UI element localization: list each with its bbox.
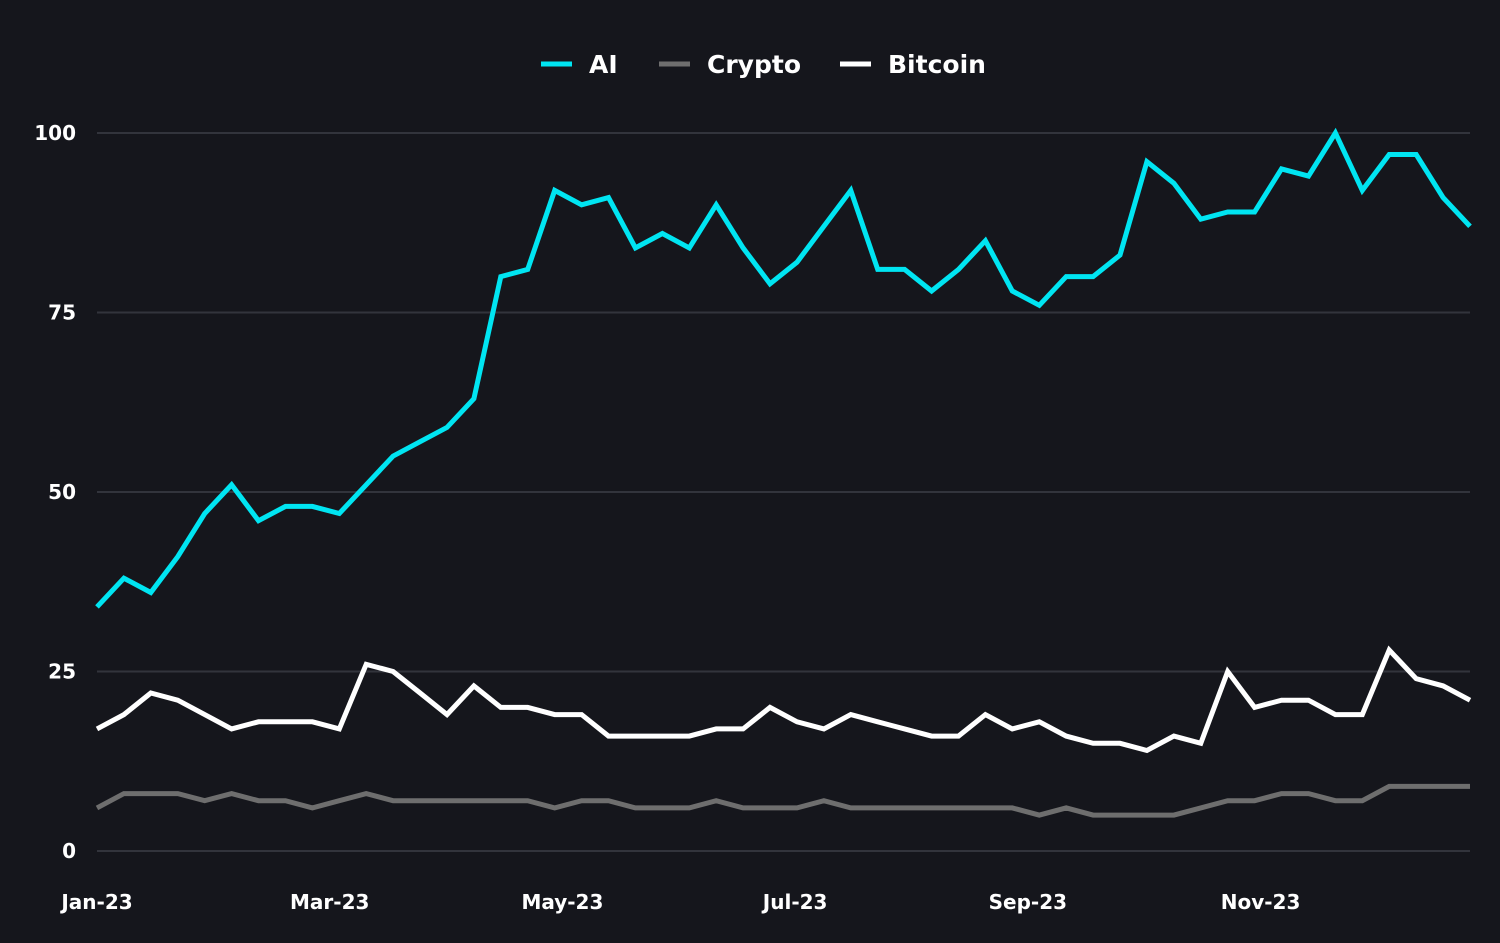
y-axis: 0 25 50 75 100 (34, 121, 76, 863)
legend-label: Crypto (707, 50, 801, 79)
y-tick-label: 0 (62, 839, 76, 863)
series-line-ai (95, 127, 1472, 609)
x-tick-label: Nov-23 (1221, 890, 1301, 914)
legend-label: AI (589, 50, 618, 79)
x-axis: Jan-23 Mar-23 May-23 Jul-23 Sep-23 Nov-23 (59, 890, 1300, 914)
grid (97, 132, 1470, 852)
legend-item-bitcoin[interactable]: Bitcoin (840, 50, 986, 79)
y-tick-label: 75 (48, 301, 76, 325)
series-line-crypto (95, 783, 1470, 818)
legend: AI Crypto Bitcoin (541, 50, 986, 79)
x-tick-label: Jan-23 (59, 890, 132, 914)
y-tick-label: 25 (48, 660, 76, 684)
legend-item-ai[interactable]: AI (541, 50, 618, 79)
legend-item-crypto[interactable]: Crypto (659, 50, 801, 79)
x-tick-label: Jul-23 (761, 890, 828, 914)
y-tick-label: 50 (48, 480, 76, 504)
x-tick-label: May-23 (521, 890, 603, 914)
legend-label: Bitcoin (888, 50, 986, 79)
series-line-bitcoin (95, 645, 1472, 754)
series-lines (95, 127, 1472, 818)
x-tick-label: Sep-23 (989, 890, 1067, 914)
y-tick-label: 100 (34, 121, 76, 145)
x-tick-label: Mar-23 (290, 890, 369, 914)
